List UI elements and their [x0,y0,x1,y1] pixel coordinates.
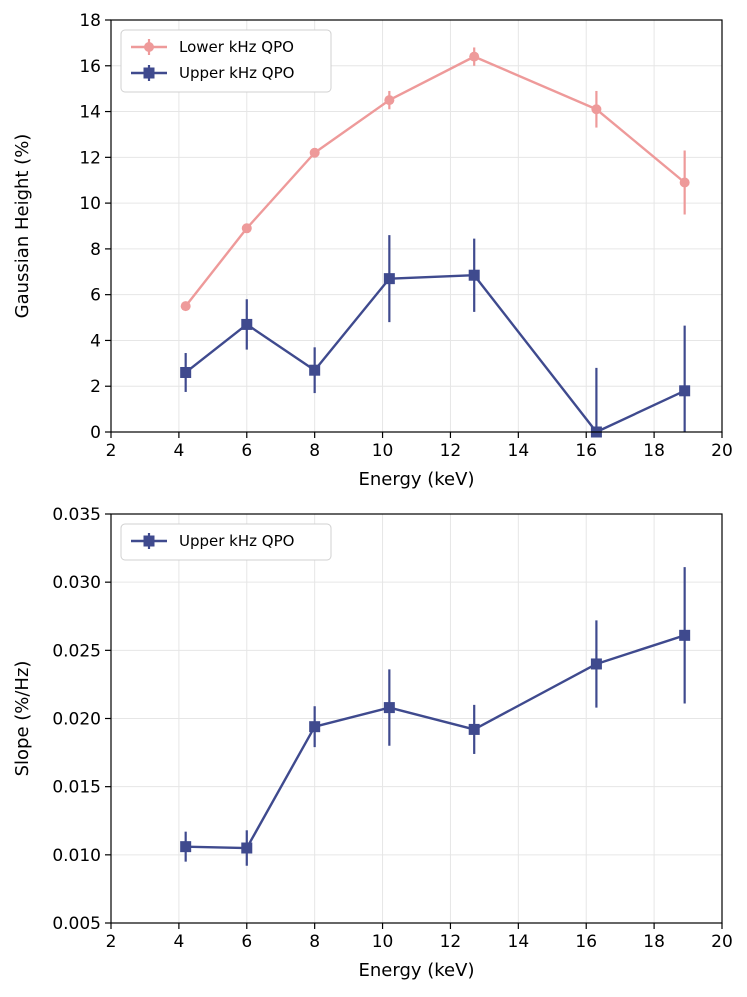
x-tick-label: 16 [575,441,597,461]
x-tick-label: 18 [643,932,665,952]
plot-frame [110,19,723,433]
data-point [180,301,191,312]
x-tick-label: 10 [372,441,394,461]
series-lower-khz-qpo [180,47,690,312]
y-tick-label: 6 [90,286,101,306]
y-tick-label: 0.030 [52,573,101,593]
data-point [679,385,691,397]
x-tick-label: 16 [575,932,597,952]
data-point [241,318,253,330]
data-point [309,147,320,158]
x-tick-label: 18 [643,441,665,461]
legend-label: Upper kHz QPO [179,64,294,82]
data-point [384,95,395,106]
data-point [679,177,690,188]
data-point [679,629,691,641]
legend: Upper kHz QPO [120,523,332,561]
x-axis-label: Energy (keV) [359,469,475,490]
x-tick-label: 12 [440,441,462,461]
x-tick-label: 4 [173,441,184,461]
x-tick-label: 2 [106,441,117,461]
data-point [591,104,602,115]
y-axis-label: Gaussian Height (%) [12,134,33,319]
x-tick-label: 14 [508,932,530,952]
x-tick-label: 8 [309,932,320,952]
y-tick-label: 16 [79,57,101,77]
y-tick-label: 14 [79,103,101,123]
data-point [383,702,395,714]
y-tick-label: 0.035 [52,505,101,525]
x-tick-label: 2 [106,932,117,952]
data-point [241,842,253,854]
x-tick-label: 20 [711,932,733,952]
data-point [309,721,321,733]
y-tick-label: 0.020 [52,710,101,730]
y-tick-label: 10 [79,194,101,214]
legend-box [120,523,332,561]
legend-label: Upper kHz QPO [179,532,294,550]
data-point [468,269,480,281]
data-point [468,723,480,735]
y-tick-label: 0.005 [52,914,101,934]
y-tick-label: 2 [90,377,101,397]
data-point [180,366,192,378]
y-tick-label: 18 [79,11,101,31]
data-point [309,364,321,376]
data-point [590,658,602,670]
legend-label: Lower kHz QPO [179,38,294,56]
x-tick-label: 10 [372,932,394,952]
y-tick-label: 8 [90,240,101,260]
x-tick-label: 6 [241,441,252,461]
x-tick-label: 14 [508,441,530,461]
legend: Lower kHz QPO Upper kHz QPO [120,29,332,93]
x-tick-label: 8 [309,441,320,461]
data-point [469,51,480,62]
data-point [383,273,395,285]
y-tick-label: 0.010 [52,846,101,866]
chart-slope: 2 4 6 8 10 12 14 16 18 20 0.005 0.010 0.015 0.020 0.02… [12,505,733,981]
x-tick-label: 6 [241,932,252,952]
legend-swatch-marker [144,42,154,52]
series-upper-khz-qpo [180,567,691,866]
legend-swatch-marker [143,67,155,79]
data-point [180,841,192,853]
x-tick-label: 20 [711,441,733,461]
data-point [241,223,252,234]
legend-swatch-marker [143,535,155,547]
x-tick-label: 12 [440,932,462,952]
x-tick-label: 4 [173,932,184,952]
y-axis-label: Slope (%/Hz) [12,661,33,777]
y-tick-label: 0.015 [52,778,101,798]
y-tick-label: 0 [90,423,101,443]
x-axis-label: Energy (keV) [359,960,475,981]
y-tick-label: 12 [79,148,101,168]
y-tick-label: 4 [90,331,101,351]
y-tick-label: 0.025 [52,641,101,661]
legend-box [120,29,332,93]
